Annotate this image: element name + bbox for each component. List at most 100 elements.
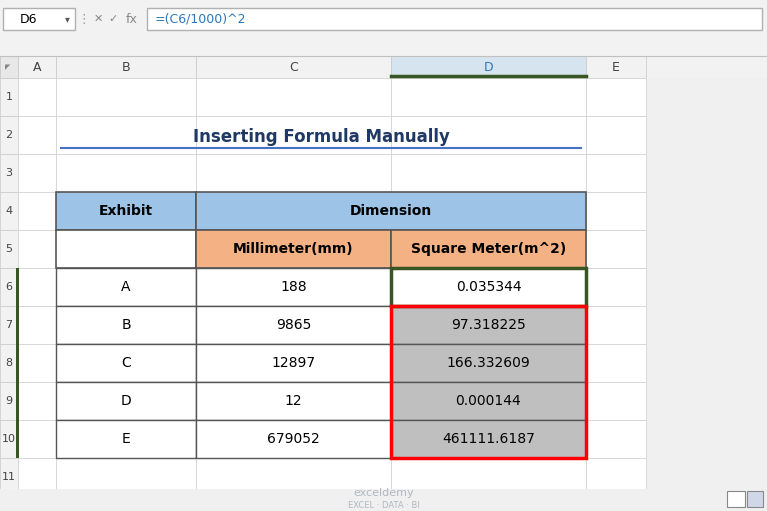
Bar: [18, 192, 56, 230]
Text: 9: 9: [5, 396, 12, 406]
Bar: [586, 420, 646, 458]
Text: 10: 10: [2, 434, 16, 444]
Bar: [56, 420, 196, 458]
Bar: [56, 382, 196, 420]
Bar: [56, 192, 196, 230]
Bar: [0, 344, 18, 382]
Bar: [18, 268, 56, 306]
Text: Dimension: Dimension: [350, 204, 432, 218]
Bar: [0, 192, 18, 230]
Bar: [56, 306, 196, 344]
Text: exceldemy: exceldemy: [353, 488, 414, 498]
Text: Exhibit: Exhibit: [99, 204, 153, 218]
Text: 12: 12: [285, 394, 302, 408]
Bar: [0, 154, 18, 192]
Bar: [391, 56, 586, 78]
Text: C: C: [289, 60, 298, 74]
Text: B: B: [121, 318, 131, 332]
Text: 166.332609: 166.332609: [446, 356, 530, 370]
Bar: [196, 382, 391, 420]
Bar: [196, 306, 391, 344]
Text: A: A: [121, 280, 130, 294]
Bar: [391, 154, 586, 192]
Bar: [196, 344, 391, 382]
Text: 5: 5: [5, 244, 12, 254]
Text: ✓: ✓: [108, 14, 117, 24]
Bar: [56, 344, 196, 382]
Text: D6: D6: [20, 12, 38, 26]
Text: D: D: [120, 394, 131, 408]
Text: E: E: [612, 60, 620, 74]
Bar: [18, 344, 56, 382]
Text: 6: 6: [5, 282, 12, 292]
Bar: [196, 420, 391, 458]
Bar: [56, 344, 196, 382]
Bar: [196, 420, 391, 458]
Bar: [196, 230, 391, 268]
Bar: [0, 0, 767, 56]
Bar: [16, 268, 19, 458]
Bar: [196, 56, 391, 78]
Bar: [727, 491, 745, 507]
Bar: [196, 458, 391, 496]
Text: 8: 8: [5, 358, 12, 368]
Bar: [196, 116, 391, 154]
Bar: [0, 230, 18, 268]
Bar: [391, 344, 586, 382]
Bar: [586, 192, 646, 230]
Text: 461111.6187: 461111.6187: [442, 432, 535, 446]
Bar: [0, 268, 18, 306]
Bar: [391, 268, 586, 306]
Bar: [0, 489, 767, 511]
Bar: [196, 154, 391, 192]
Bar: [196, 192, 586, 230]
Bar: [18, 306, 56, 344]
Bar: [3, 8, 75, 30]
Bar: [391, 268, 586, 306]
Bar: [391, 458, 586, 496]
Bar: [196, 192, 391, 230]
Text: E: E: [122, 432, 130, 446]
Bar: [56, 154, 196, 192]
Text: ◤: ◤: [5, 64, 11, 70]
Bar: [0, 78, 18, 116]
Text: A: A: [33, 60, 41, 74]
Bar: [0, 382, 18, 420]
Text: 3: 3: [5, 168, 12, 178]
Bar: [196, 78, 391, 116]
Bar: [391, 230, 586, 268]
Bar: [18, 420, 56, 458]
Bar: [196, 306, 391, 344]
Text: Square Meter(m^2): Square Meter(m^2): [411, 242, 566, 256]
Bar: [391, 306, 586, 458]
Bar: [147, 8, 762, 30]
Bar: [391, 230, 586, 268]
Bar: [0, 458, 18, 496]
Bar: [196, 268, 391, 306]
Text: 2: 2: [5, 130, 12, 140]
Bar: [196, 382, 391, 420]
Bar: [18, 78, 56, 116]
Bar: [391, 78, 586, 116]
Bar: [391, 116, 586, 154]
Bar: [18, 116, 56, 154]
Bar: [196, 268, 391, 306]
Bar: [586, 306, 646, 344]
Bar: [18, 458, 56, 496]
Text: 679052: 679052: [267, 432, 320, 446]
Bar: [56, 192, 196, 230]
Text: ▾: ▾: [64, 14, 70, 24]
Bar: [391, 306, 586, 344]
Text: 188: 188: [280, 280, 307, 294]
Bar: [18, 154, 56, 192]
Bar: [586, 116, 646, 154]
Bar: [18, 230, 56, 268]
Bar: [0, 306, 18, 344]
Text: Inserting Formula Manually: Inserting Formula Manually: [193, 128, 449, 146]
Bar: [56, 78, 196, 116]
Bar: [391, 420, 586, 458]
Bar: [391, 268, 586, 306]
Bar: [18, 382, 56, 420]
Bar: [56, 56, 196, 78]
Bar: [586, 382, 646, 420]
